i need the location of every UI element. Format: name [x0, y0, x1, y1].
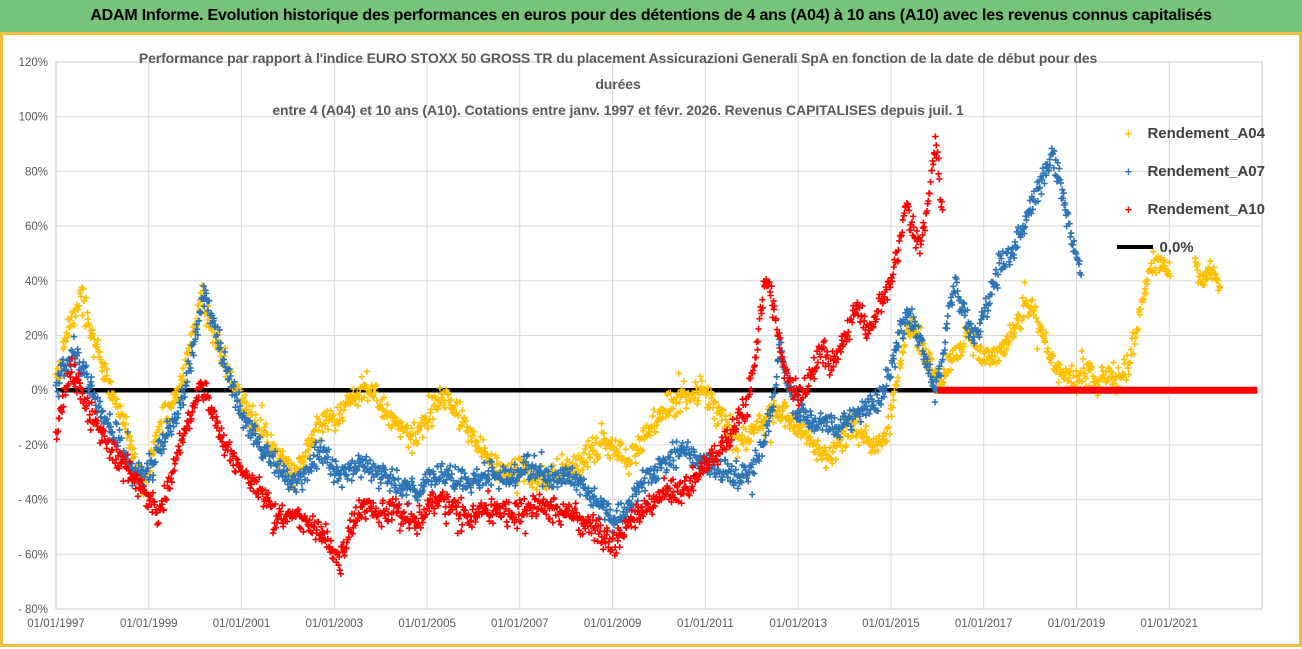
x-axis-tick-label: 01/01/2015: [862, 618, 920, 630]
x-axis-tick-label: 01/01/2001: [213, 618, 271, 630]
x-axis-tick-label: 01/01/1999: [120, 618, 178, 630]
legend-item-rendement-a04: + Rendement_A04: [1117, 121, 1265, 145]
legend-plus-marker-icon: +: [1124, 125, 1133, 141]
legend-item-rendement-a10: + Rendement_A10: [1117, 197, 1265, 221]
y-axis-tick-label: - 60%: [18, 549, 48, 561]
x-axis-tick-label: 01/01/2005: [398, 618, 456, 630]
series-rendement_a10-points: [52, 133, 946, 577]
legend-plus-marker-icon: +: [1124, 163, 1133, 179]
x-axis-tick-label: 01/01/2003: [306, 618, 364, 630]
x-axis-tick-label: 01/01/1997: [27, 618, 85, 630]
y-axis-tick-label: 20%: [25, 331, 48, 343]
plot-border: [55, 61, 1263, 610]
legend-label: Rendement_A10: [1147, 200, 1265, 218]
x-axis-tick-label: 01/01/2021: [1140, 618, 1198, 630]
x-axis-tick-label: 01/01/2013: [769, 618, 827, 630]
x-axis-tick-label: 01/01/2007: [491, 618, 549, 630]
y-axis-tick-label: 60%: [25, 221, 48, 233]
legend-line-marker-icon: [1117, 245, 1154, 249]
legend-label: Rendement_A04: [1147, 124, 1265, 142]
legend-item-0-0-: 0,0%: [1117, 235, 1265, 259]
y-axis-tick-label: - 80%: [18, 604, 48, 616]
x-axis-tick-label: 01/01/2011: [677, 618, 734, 630]
y-axis-tick-label: 40%: [25, 276, 48, 288]
chart-legend: + Rendement_A04 + Rendement_A07 + Rendement_A…: [1117, 121, 1265, 273]
report-title-banner: ADAM Informe. Evolution historique des p…: [0, 0, 1302, 32]
y-axis-tick-label: - 20%: [18, 440, 48, 452]
y-axis-tick-label: - 40%: [18, 495, 48, 507]
legend-label: 0,0%: [1159, 238, 1194, 256]
legend-item-rendement-a07: + Rendement_A07: [1117, 159, 1265, 183]
series-rendement_a07-points: [52, 145, 1085, 536]
y-axis-tick-label: 100%: [19, 112, 48, 124]
x-axis-tick-label: 01/01/2009: [584, 618, 642, 630]
legend-plus-marker-icon: +: [1124, 201, 1133, 217]
scatter-plot: 120% 100% 80% 60% 40% 20% 0% - 20% - 40% - 60% - 8…: [18, 57, 1263, 630]
y-axis-tick-label: 80%: [25, 166, 48, 178]
chart-area: 120% 100% 80% 60% 40% 20% 0% - 20% - 40% - 60% - 8…: [0, 32, 1302, 647]
x-axis-tick-label: 01/01/2017: [955, 618, 1013, 630]
y-axis-tick-label: 120%: [19, 57, 48, 69]
report-title: ADAM Informe. Evolution historique des p…: [90, 7, 1212, 24]
x-axis-tick-label: 01/01/2019: [1048, 618, 1106, 630]
y-axis-tick-label: 0%: [31, 385, 48, 397]
legend-label: Rendement_A07: [1147, 162, 1265, 180]
